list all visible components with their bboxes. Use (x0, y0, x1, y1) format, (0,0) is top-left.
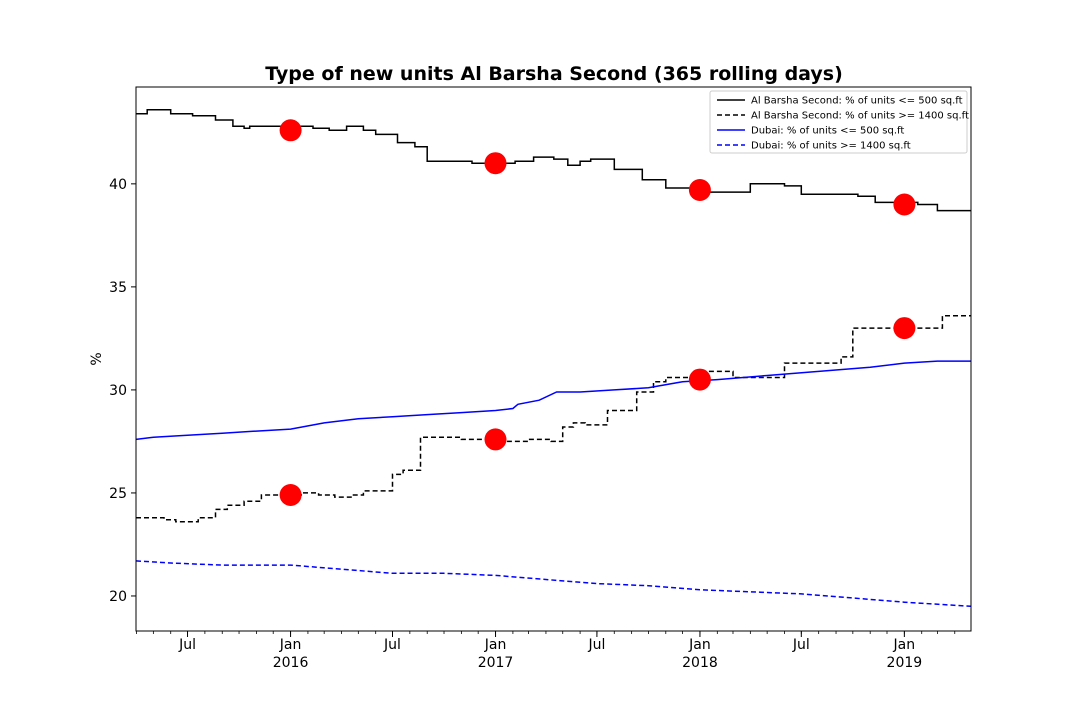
red-marker-1 (279, 119, 302, 142)
chart-title: Type of new units Al Barsha Second (365 … (265, 63, 843, 85)
x-year-label: 2017 (478, 655, 514, 671)
x-year-label: 2016 (273, 655, 309, 671)
red-marker-8 (893, 317, 916, 340)
red-marker-4 (893, 193, 916, 216)
plot-frame (135, 86, 972, 632)
legend-label-1: Al Barsha Second: % of units <= 500 sq.f… (751, 96, 963, 107)
x-tick-label: Jan (484, 637, 507, 653)
y-tick-label: 20 (109, 589, 127, 605)
series-line-3 (135, 360, 971, 441)
red-marker-6 (484, 428, 507, 451)
marker-layer (279, 119, 916, 506)
plot-area (135, 108, 972, 608)
x-axis: Jul Jan 2016 Jul Jan 2017 Jul Jan 2018 Jul Jan 2019 (136, 631, 956, 671)
y-axis: 20 25 30 35 40 (109, 177, 136, 605)
x-year-label: 2018 (682, 655, 718, 671)
legend-label-2: Al Barsha Second: % of units >= 1400 sq.… (751, 111, 969, 122)
y-axis-label: % (89, 352, 105, 365)
legend-label-4: Dubai: % of units >= 1400 sq.ft (751, 141, 911, 152)
y-tick-label: 30 (109, 383, 127, 399)
red-marker-7 (688, 368, 711, 391)
red-marker-2 (484, 152, 507, 175)
x-tick-label: Jul (383, 637, 401, 653)
legend-label-3: Dubai: % of units <= 500 sq.ft (751, 126, 904, 137)
x-tick-label: Jan (688, 637, 711, 653)
x-year-label: 2019 (887, 655, 923, 671)
x-tick-label: Jul (792, 637, 810, 653)
legend-box (709, 90, 968, 154)
x-tick-label: Jan (893, 637, 916, 653)
x-tick-label: Jul (178, 637, 196, 653)
series-line-1 (136, 108, 971, 212)
y-tick-label: 35 (109, 280, 127, 296)
x-tick-label: Jul (587, 637, 605, 653)
red-marker-3 (688, 179, 711, 201)
x-tick-label: Jan (279, 637, 302, 653)
series-line-2 (136, 314, 971, 523)
red-marker-5 (279, 484, 302, 506)
series-line-4 (135, 560, 972, 608)
y-tick-label: 40 (109, 177, 127, 193)
legend: Al Barsha Second: % of units <= 500 sq.f… (709, 90, 969, 154)
y-tick-label: 25 (109, 486, 127, 502)
